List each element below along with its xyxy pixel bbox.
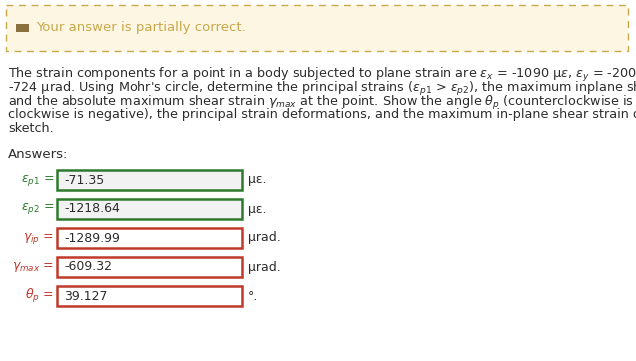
Text: Answers:: Answers: <box>8 148 69 161</box>
Text: Your answer is partially correct.: Your answer is partially correct. <box>36 22 245 35</box>
Text: $\gamma_{max}$ =: $\gamma_{max}$ = <box>12 260 54 274</box>
Text: $\varepsilon_{p2}$ =: $\varepsilon_{p2}$ = <box>20 201 54 217</box>
Text: $\gamma_{ip}$ =: $\gamma_{ip}$ = <box>23 231 54 245</box>
Text: µrad.: µrad. <box>248 231 280 244</box>
Text: -1289.99: -1289.99 <box>64 231 120 244</box>
Text: sketch.: sketch. <box>8 122 54 135</box>
Text: clockwise is negative), the principal strain deformations, and the maximum in-pl: clockwise is negative), the principal st… <box>8 108 636 121</box>
FancyBboxPatch shape <box>6 5 628 51</box>
Text: -71.35: -71.35 <box>64 174 104 187</box>
Text: µε.: µε. <box>248 203 266 216</box>
Text: $\varepsilon_{p1}$ =: $\varepsilon_{p1}$ = <box>20 173 54 187</box>
Text: 39.127: 39.127 <box>64 290 107 303</box>
Text: µrad.: µrad. <box>248 261 280 274</box>
Text: The strain components for a point in a body subjected to plane strain are $\vare: The strain components for a point in a b… <box>8 66 636 84</box>
FancyBboxPatch shape <box>16 24 29 32</box>
Text: -609.32: -609.32 <box>64 261 112 274</box>
Bar <box>57 257 242 277</box>
Text: -1218.64: -1218.64 <box>64 203 120 216</box>
Bar <box>57 286 242 306</box>
Text: -724 µrad. Using Mohr's circle, determine the principal strains ($\varepsilon_{p: -724 µrad. Using Mohr's circle, determin… <box>8 80 636 98</box>
Text: °.: °. <box>248 290 258 303</box>
Bar <box>57 170 242 190</box>
Text: and the absolute maximum shear strain $\gamma_{max}$ at the point. Show the angl: and the absolute maximum shear strain $\… <box>8 94 636 112</box>
Text: $\theta_{p}$ =: $\theta_{p}$ = <box>25 287 54 305</box>
Bar <box>57 199 242 219</box>
Bar <box>57 228 242 248</box>
Text: µε.: µε. <box>248 174 266 187</box>
